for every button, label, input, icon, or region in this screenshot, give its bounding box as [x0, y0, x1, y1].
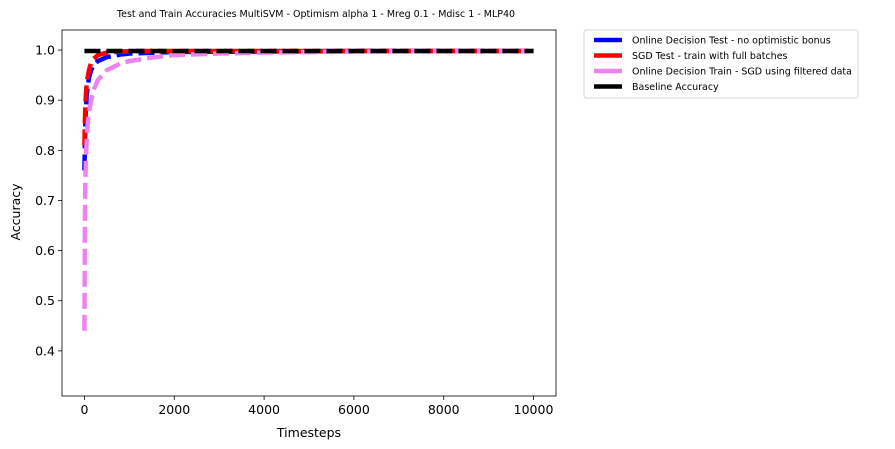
y-tick-label: 0.5 [35, 293, 55, 308]
y-axis-label: Accuracy [8, 183, 23, 241]
x-tick-label: 10000 [514, 402, 554, 417]
x-tick-label: 2000 [158, 402, 190, 417]
y-axis: 0.4 0.5 0.6 0.7 0.8 0.9 1.0 [35, 43, 62, 358]
chart-title: Test and Train Accuracies MultiSVM - Opt… [116, 9, 515, 20]
legend-label-2: SGD Test - train with full batches [632, 51, 788, 62]
x-axis: 0 2000 4000 6000 8000 10000 [80, 396, 553, 417]
legend-label-3: Online Decision Train - SGD using filter… [632, 67, 852, 78]
series-line-1 [82, 48, 534, 171]
x-tick-label: 4000 [248, 402, 280, 417]
x-axis-label: Timesteps [276, 425, 341, 440]
x-tick-label: 0 [80, 402, 88, 417]
y-tick-label: 1.0 [35, 43, 55, 58]
y-tick-label: 0.7 [35, 193, 55, 208]
y-tick-label: 0.9 [35, 93, 55, 108]
legend: Online Decision Test - no optimistic bon… [583, 29, 859, 99]
x-tick-label: 6000 [338, 402, 370, 417]
legend-frame [583, 29, 859, 99]
legend-label-4: Baseline Accuracy [632, 82, 719, 93]
plot-series-group [82, 48, 534, 331]
y-tick-label: 0.4 [35, 343, 55, 358]
series-line-2 [82, 48, 534, 146]
plot-frame [61, 29, 557, 397]
legend-label-1: Online Decision Test - no optimistic bon… [632, 36, 831, 47]
y-tick-label: 0.8 [35, 143, 55, 158]
x-tick-label: 8000 [428, 402, 460, 417]
series-line-3 [82, 48, 534, 331]
y-tick-label: 0.6 [35, 243, 55, 258]
